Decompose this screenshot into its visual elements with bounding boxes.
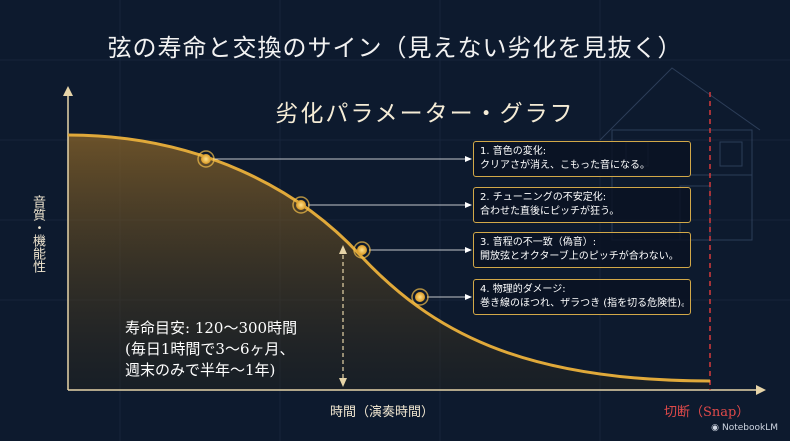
lifespan-note: 寿命目安: 120〜300時間 (毎日1時間で3〜6ヶ月、 週末のみで半年〜1年… — [125, 318, 297, 381]
notebooklm-icon: ◉ — [711, 423, 719, 433]
marker-dot-4 — [411, 288, 429, 306]
marker-dot-3-core — [357, 245, 367, 255]
callout-body: 開放弦とオクターブ上のピッチが合わない。 — [480, 251, 679, 262]
y-axis-label: 音質・機能性 — [30, 195, 45, 273]
marker-dot-1 — [197, 150, 215, 168]
lifespan-line-2: (毎日1時間で3〜6ヶ月、 — [125, 340, 295, 358]
callout-heading: 2. チューニングの不安定化: — [480, 192, 607, 203]
lifespan-line-1: 寿命目安: 120〜300時間 — [125, 319, 298, 337]
callout-tuning-instability: 2. チューニングの不安定化: 合わせた直後にピッチが狂う。 — [473, 187, 691, 223]
snap-label: 切断（Snap） — [664, 405, 750, 420]
callout-heading: 4. 物理的ダメージ: — [480, 284, 566, 295]
callout-heading: 3. 音程の不一致（偽音）: — [480, 237, 597, 248]
brand-label: NotebookLM — [721, 423, 778, 433]
lifespan-arrow-bottom — [339, 378, 347, 387]
callout-physical-damage: 4. 物理的ダメージ: 巻き線のほつれ、ザラつき (指を切る危険性)。 — [473, 279, 691, 315]
degradation-curve — [67, 133, 711, 383]
connector-arrow-1 — [465, 156, 472, 162]
callout-body: 巻き線のほつれ、ザラつき (指を切る危険性)。 — [480, 298, 684, 309]
lifespan-arrow-top — [339, 245, 347, 254]
y-axis-arrow — [63, 86, 73, 96]
callout-intonation-mismatch: 3. 音程の不一致（偽音）: 開放弦とオクターブ上のピッチが合わない。 — [473, 232, 691, 268]
callout-heading: 1. 音色の変化: — [480, 146, 547, 157]
diagram-title: 劣化パラメーター・グラフ — [275, 101, 575, 127]
lifespan-line-3: 週末のみで半年〜1年) — [125, 361, 276, 379]
x-axis-label: 時間（演奏時間） — [330, 405, 435, 420]
marker-dot-2 — [292, 196, 310, 214]
callout-body: クリアさが消え、こもった音になる。 — [480, 160, 650, 171]
callout-body: 合わせた直後にピッチが狂う。 — [480, 206, 620, 217]
connector-arrow-4 — [465, 294, 472, 300]
marker-dot-3 — [353, 241, 371, 259]
x-axis-arrow — [756, 385, 766, 395]
marker-dot-4-core — [415, 292, 425, 302]
page-title: 弦の寿命と交換のサイン（見えない劣化を見抜く） — [107, 34, 683, 62]
marker-dot-2-core — [296, 200, 306, 210]
brand-watermark: ◉ NotebookLM — [711, 423, 778, 433]
connector-arrow-2 — [465, 202, 472, 208]
connector-arrow-3 — [465, 247, 472, 253]
marker-dot-1-core — [201, 154, 211, 164]
degradation-area — [68, 135, 710, 390]
callout-tone-change: 1. 音色の変化: クリアさが消え、こもった音になる。 — [473, 141, 691, 177]
